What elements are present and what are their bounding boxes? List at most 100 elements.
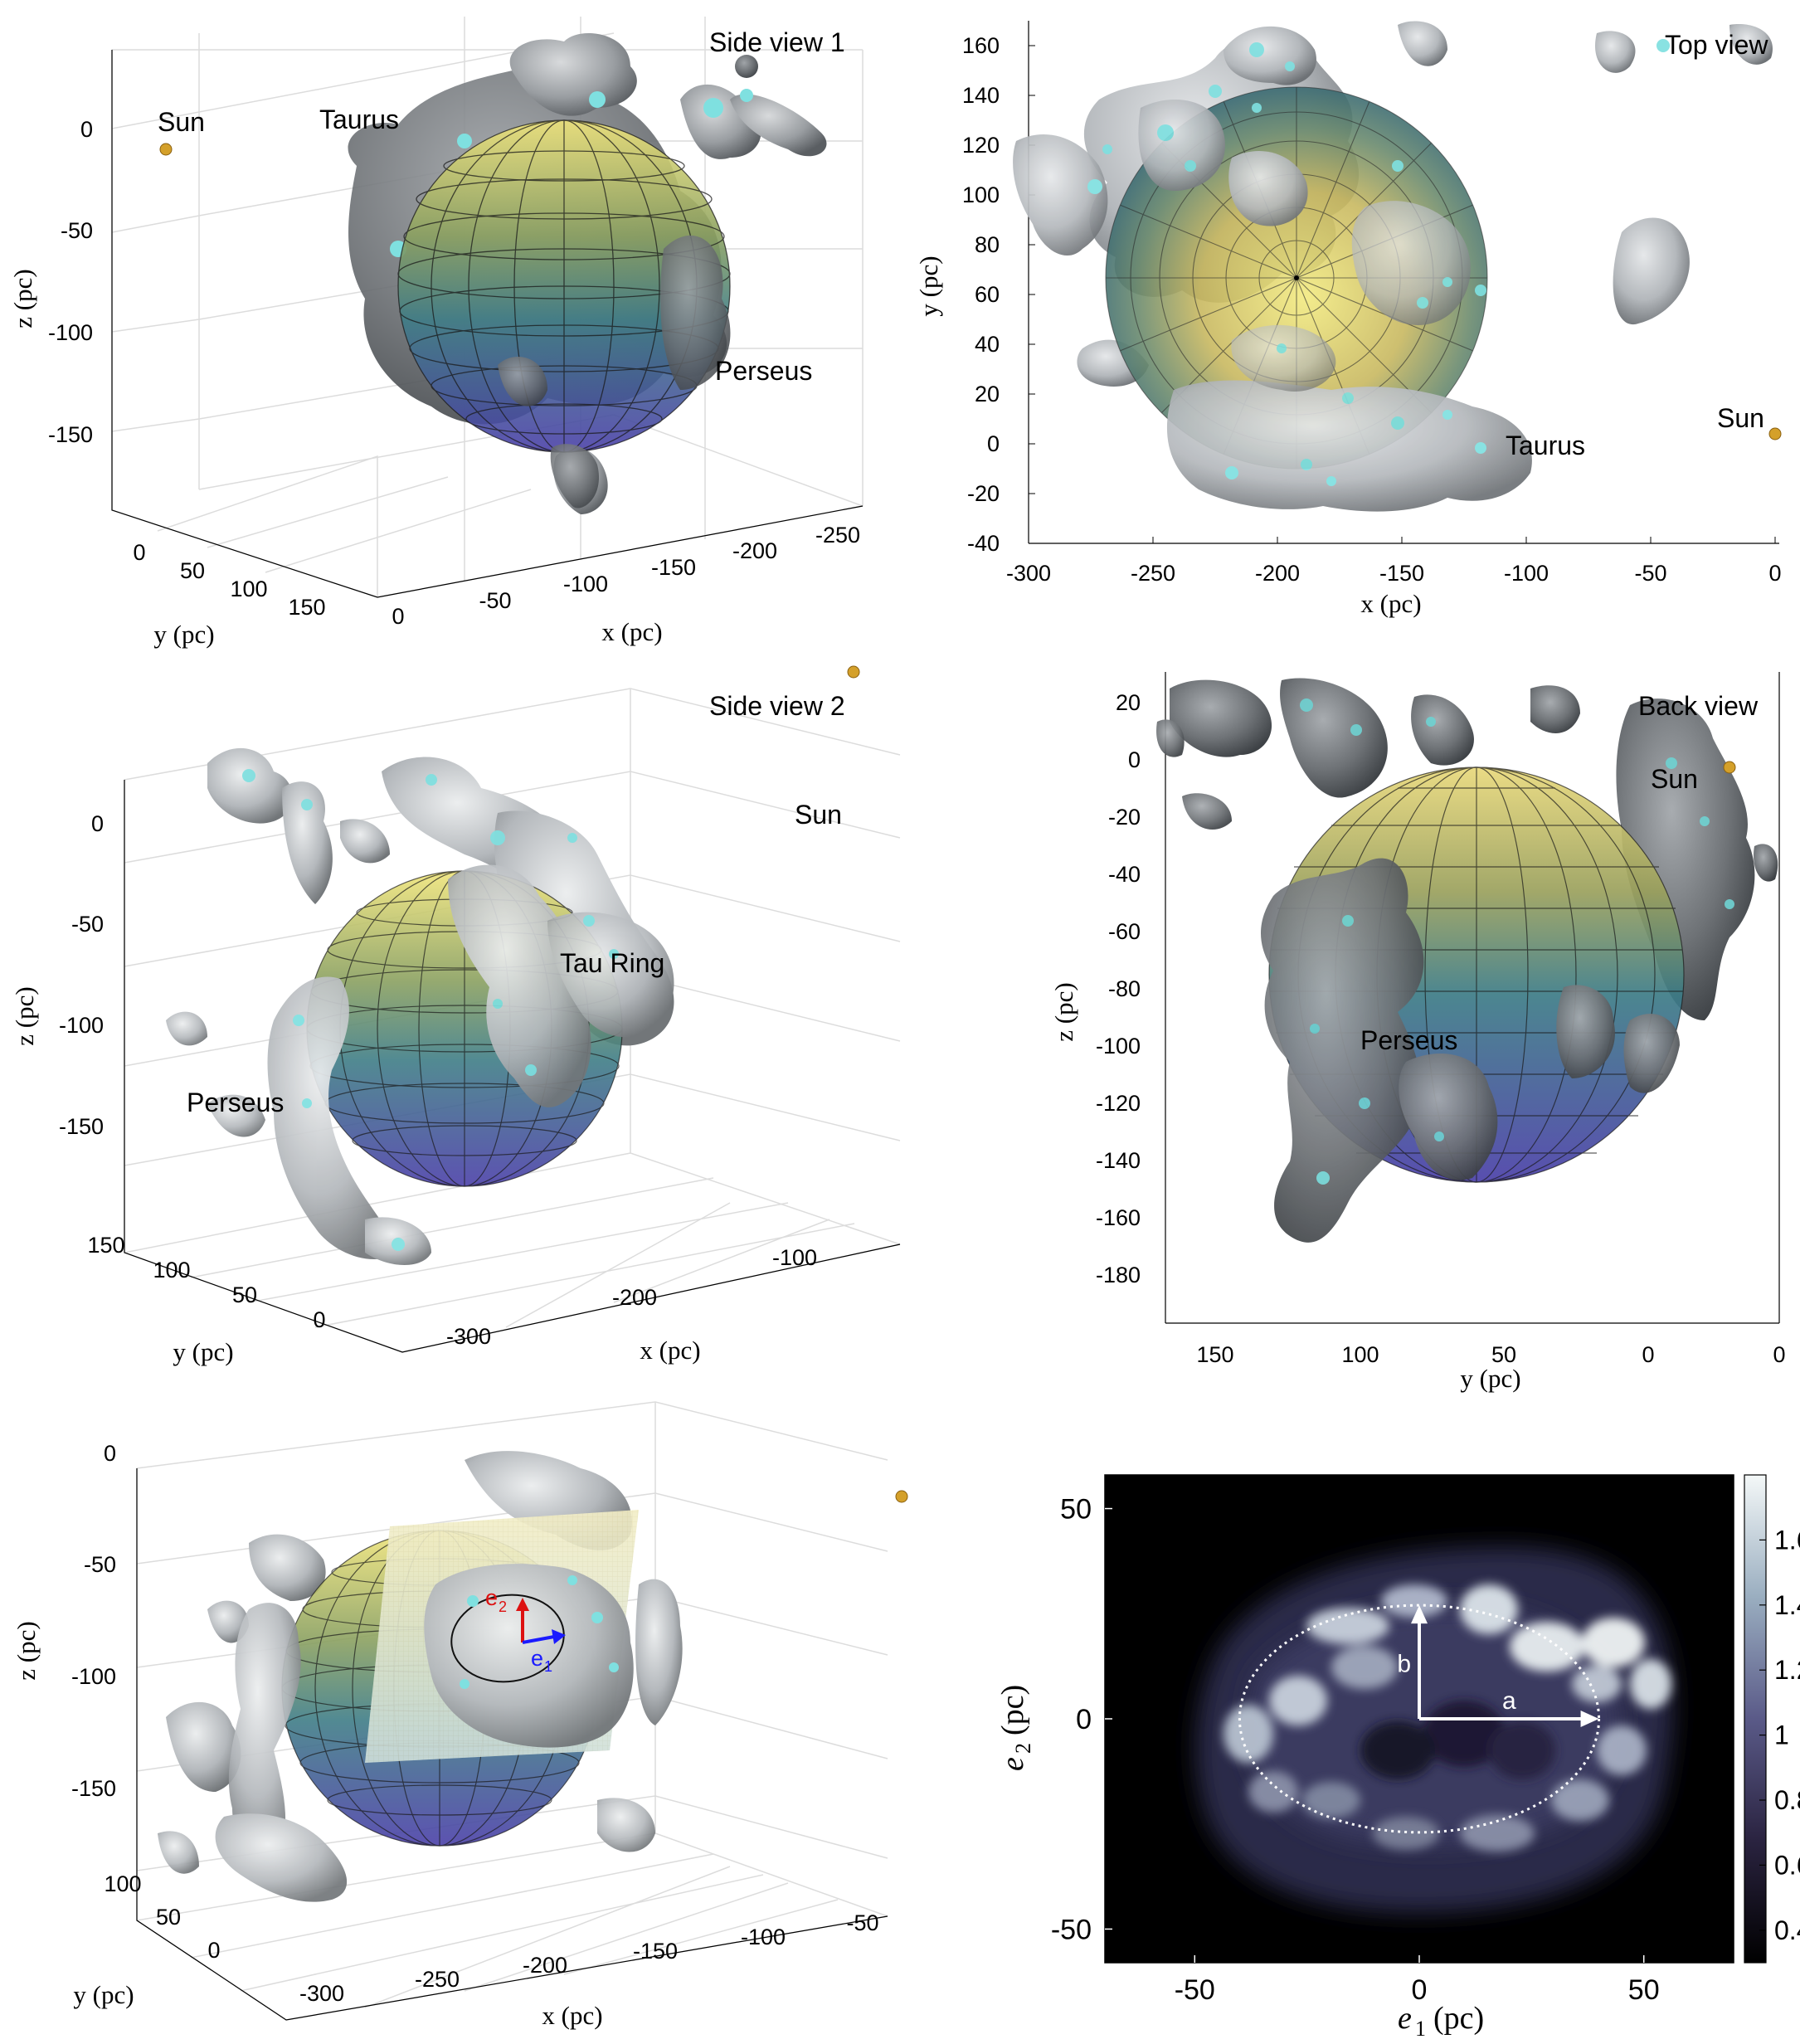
z-tick: -60 xyxy=(1108,919,1141,944)
z-tick: -150 xyxy=(48,422,93,447)
y-tick: 100 xyxy=(1341,1342,1379,1367)
y-axis-label: e 2 (pc) xyxy=(995,1685,1035,1771)
y-tick: -40 xyxy=(967,531,1000,556)
sun-marker xyxy=(895,1490,908,1503)
sun-marker xyxy=(159,143,173,156)
y-tick: 0 xyxy=(207,1938,220,1963)
panel-slice-3d: e 2 e 1 0 -50 -100 -150 z (pc) 100 50 0 … xyxy=(0,1401,908,2044)
y-tick: 150 xyxy=(288,595,325,620)
z-tick: 20 xyxy=(1116,690,1141,715)
x-tick: -250 xyxy=(1131,561,1175,586)
semi-major-label: a xyxy=(1502,1687,1516,1715)
perseus-label: Perseus xyxy=(187,1088,284,1117)
y-tick: 50 xyxy=(180,558,205,583)
colorbar-tick-label: 1.4 xyxy=(1774,1590,1800,1620)
y-tick: 140 xyxy=(962,83,1000,108)
panel-title: Top view xyxy=(1665,30,1768,60)
cloud-foreground xyxy=(498,235,731,509)
y-tick: 0 xyxy=(987,431,1000,456)
x-tick: -50 xyxy=(1634,561,1666,586)
z-axis-label: z (pc) xyxy=(1049,982,1078,1041)
sun-marker xyxy=(847,665,860,679)
x-tick: -200 xyxy=(612,1285,657,1310)
x-tick: -50 xyxy=(846,1910,878,1935)
perseus-label: Perseus xyxy=(715,356,812,386)
z-tick: -180 xyxy=(1096,1263,1141,1287)
x-tick: -150 xyxy=(651,555,696,580)
y-tick: 0 xyxy=(133,540,145,565)
x-axis-label: e 1 (pc) xyxy=(1398,2001,1484,2041)
x-tick: -150 xyxy=(1379,561,1424,586)
cloud-foreground xyxy=(158,1603,655,1902)
z-tick: -120 xyxy=(1096,1091,1141,1116)
x-axis-label: x (pc) xyxy=(1360,589,1421,618)
x-tick: -100 xyxy=(741,1925,786,1949)
cloud-foreground xyxy=(1013,39,1670,512)
z-tick: -100 xyxy=(1096,1034,1141,1058)
colorbar-tick-label: 1.6 xyxy=(1774,1525,1800,1555)
semi-major-arrowhead xyxy=(1580,1711,1599,1727)
z-tick: -100 xyxy=(71,1664,116,1689)
x-label-symbol: e xyxy=(1398,2001,1412,2036)
x-tick: -100 xyxy=(563,572,608,596)
semi-axis-arrows xyxy=(1411,1605,1599,1727)
e1-subscript: 1 xyxy=(544,1658,552,1675)
x-tick: -100 xyxy=(772,1245,817,1270)
y-axis-label: y (pc) xyxy=(73,1980,134,2009)
x-tick: -200 xyxy=(732,538,777,563)
y-tick: 60 xyxy=(975,282,1000,307)
unit-vector-e1: e 1 xyxy=(522,1629,566,1675)
x-axis-label: x (pc) xyxy=(601,617,662,646)
x-tick: -300 xyxy=(1006,561,1051,586)
cloud-foreground xyxy=(1156,698,1734,1243)
tau-ring-label: Tau Ring xyxy=(560,948,664,978)
y-tick: -20 xyxy=(967,481,1000,506)
colorbar-tick-label: 0.4 xyxy=(1774,1915,1800,1945)
cloud-foreground xyxy=(166,769,674,1265)
z-tick: -160 xyxy=(1096,1205,1141,1230)
z-tick: -80 xyxy=(1108,976,1141,1001)
y-tick: 0 xyxy=(1773,1342,1785,1367)
x-tick: -50 xyxy=(479,588,511,613)
panel-side-view-1: Side view 1 Sun Taurus Perseus 0 -50 -10… xyxy=(0,0,900,664)
colorbar-tick-label: 1.2 xyxy=(1774,1655,1800,1685)
panel-top-view: Top view Sun Taurus 160 140 120 100 80 6… xyxy=(900,0,1800,664)
x-label-unit: (pc) xyxy=(1433,2001,1484,2036)
y-tick: 50 xyxy=(156,1905,181,1930)
z-axis-label: z (pc) xyxy=(8,269,37,328)
sun-label: Sun xyxy=(1717,403,1764,433)
sun-marker xyxy=(1723,761,1736,774)
y-tick: 50 xyxy=(232,1282,257,1307)
unit-vector-e2: e 2 xyxy=(485,1585,529,1642)
y-axis-label: y (pc) xyxy=(914,256,943,316)
z-tick: 0 xyxy=(91,811,104,836)
semi-minor-label: b xyxy=(1397,1651,1411,1678)
sun-label: Sun xyxy=(158,107,205,137)
x-tick: -200 xyxy=(523,1953,567,1978)
z-tick: -140 xyxy=(1096,1148,1141,1173)
x-tick: -200 xyxy=(1255,561,1300,586)
y-tick: 150 xyxy=(87,1233,124,1258)
axes-box xyxy=(1028,21,1779,544)
slice-3d-plot: e 2 e 1 0 -50 -100 -150 z (pc) 100 50 0 … xyxy=(12,1401,908,2030)
x-tick-label: -50 xyxy=(1175,1974,1215,2006)
z-tick: 0 xyxy=(104,1441,116,1466)
y-tick: 20 xyxy=(975,382,1000,406)
sun-label: Sun xyxy=(1651,764,1698,794)
sun-marker xyxy=(1768,427,1782,440)
top-view-plot: Top view Sun Taurus 160 140 120 100 80 6… xyxy=(914,21,1782,618)
z-tick: -50 xyxy=(84,1552,116,1577)
x-tick: -250 xyxy=(415,1967,460,1992)
x-axis-label: x (pc) xyxy=(542,2001,602,2030)
y-tick: 50 xyxy=(1491,1342,1516,1367)
e2-subscript: 2 xyxy=(499,1599,507,1615)
x-label-subscript: 1 xyxy=(1415,2017,1426,2041)
semi-minor-arrowhead xyxy=(1411,1605,1428,1624)
panel-title: Side view 1 xyxy=(709,27,845,57)
taurus-label: Taurus xyxy=(1506,431,1585,460)
y-label-subscript: 2 xyxy=(1011,1743,1035,1754)
z-tick: -50 xyxy=(71,912,104,937)
e1-label: e xyxy=(531,1646,543,1671)
y-label-unit: (pc) xyxy=(995,1685,1030,1735)
panel-back-view: Back view Sun Perseus 20 0 -20 -40 -60 -… xyxy=(900,672,1800,1402)
